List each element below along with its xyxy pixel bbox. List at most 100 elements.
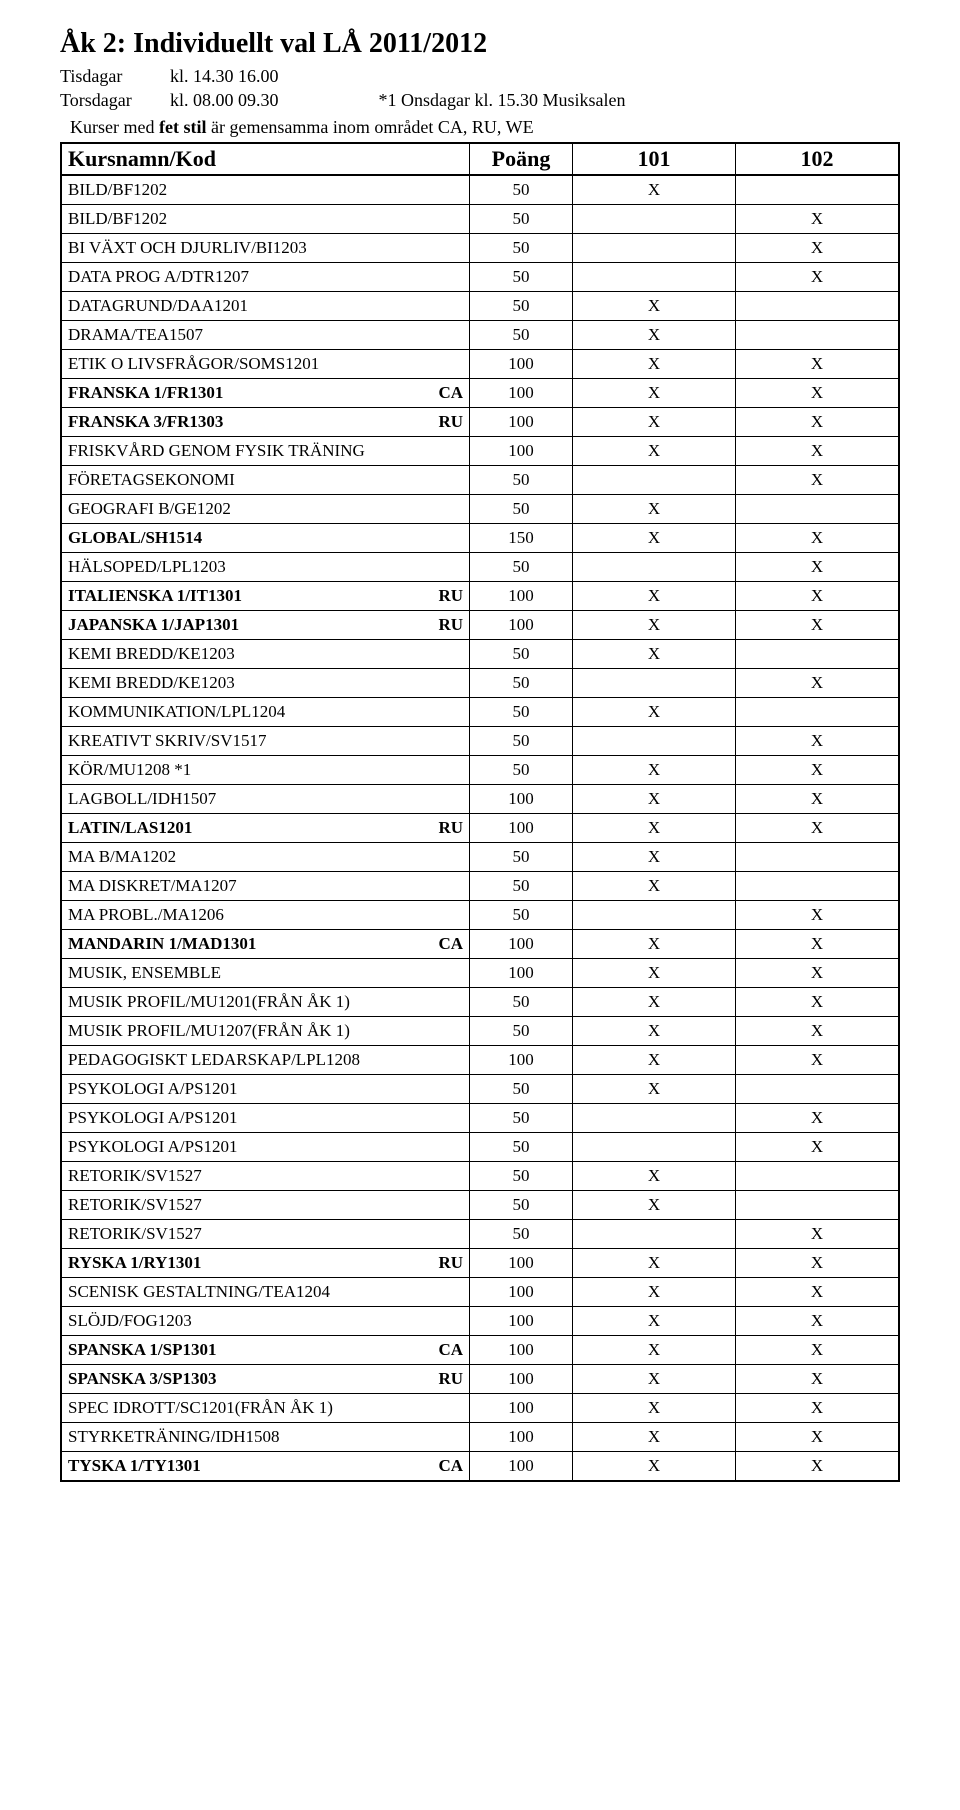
course-name-text: PEDAGOGISKT LEDARSKAP/LPL1208 bbox=[68, 1050, 360, 1069]
mark-101: X bbox=[573, 407, 736, 436]
course-points: 50 bbox=[470, 726, 573, 755]
subnote-bold: fet stil bbox=[159, 117, 206, 137]
course-points: 100 bbox=[470, 1248, 573, 1277]
mark-102: X bbox=[736, 755, 900, 784]
table-row: SCENISK GESTALTNING/TEA1204100XX bbox=[61, 1277, 899, 1306]
table-row: LAGBOLL/IDH1507100XX bbox=[61, 784, 899, 813]
course-points: 50 bbox=[470, 1074, 573, 1103]
header-kurs: Kursnamn/Kod bbox=[61, 143, 470, 175]
mark-101: X bbox=[573, 639, 736, 668]
course-name: SLÖJD/FOG1203 bbox=[61, 1306, 470, 1335]
table-row: DATA PROG A/DTR120750X bbox=[61, 262, 899, 291]
mark-102: X bbox=[736, 1277, 900, 1306]
course-name-text: SCENISK GESTALTNING/TEA1204 bbox=[68, 1282, 330, 1301]
course-name-text: KÖR/MU1208 *1 bbox=[68, 760, 191, 779]
course-points: 50 bbox=[470, 900, 573, 929]
course-name: MANDARIN 1/MAD1301CA bbox=[61, 929, 470, 958]
mark-101: X bbox=[573, 1074, 736, 1103]
mark-101 bbox=[573, 668, 736, 697]
course-name-text: RETORIK/SV1527 bbox=[68, 1195, 202, 1214]
course-name: LATIN/LAS1201RU bbox=[61, 813, 470, 842]
mark-101: X bbox=[573, 1277, 736, 1306]
course-name-text: MA PROBL./MA1206 bbox=[68, 905, 224, 924]
mark-101: X bbox=[573, 523, 736, 552]
schedule-day: Torsdagar bbox=[60, 88, 170, 112]
table-row: KÖR/MU1208 *150XX bbox=[61, 755, 899, 784]
table-row: MANDARIN 1/MAD1301CA100XX bbox=[61, 929, 899, 958]
course-name: BI VÄXT OCH DJURLIV/BI1203 bbox=[61, 233, 470, 262]
table-row: LATIN/LAS1201RU100XX bbox=[61, 813, 899, 842]
course-name: SPANSKA 3/SP1303 RU bbox=[61, 1364, 470, 1393]
mark-102: X bbox=[736, 1451, 900, 1481]
course-tag: RU bbox=[438, 412, 463, 432]
course-name: RETORIK/SV1527 bbox=[61, 1219, 470, 1248]
course-points: 100 bbox=[470, 1422, 573, 1451]
subnote-part: är gemensamma inom området CA, RU, WE bbox=[206, 117, 533, 137]
table-row: SLÖJD/FOG1203100XX bbox=[61, 1306, 899, 1335]
course-points: 50 bbox=[470, 465, 573, 494]
mark-101: X bbox=[573, 842, 736, 871]
mark-102: X bbox=[736, 233, 900, 262]
course-points: 100 bbox=[470, 784, 573, 813]
mark-101: X bbox=[573, 1190, 736, 1219]
course-name: GEOGRAFI B/GE1202 bbox=[61, 494, 470, 523]
course-name: MA B/MA1202 bbox=[61, 842, 470, 871]
mark-101: X bbox=[573, 1335, 736, 1364]
course-tag: CA bbox=[438, 1340, 463, 1360]
table-header-row: Kursnamn/Kod Poäng 101 102 bbox=[61, 143, 899, 175]
table-row: KEMI BREDD/KE120350X bbox=[61, 639, 899, 668]
mark-101: X bbox=[573, 581, 736, 610]
course-name: RETORIK/SV1527 bbox=[61, 1161, 470, 1190]
mark-101: X bbox=[573, 1161, 736, 1190]
schedule-time: kl. 08.00 09.30 bbox=[170, 88, 279, 112]
course-name: KEMI BREDD/KE1203 bbox=[61, 639, 470, 668]
course-name-text: RETORIK/SV1527 bbox=[68, 1166, 202, 1185]
course-tag: CA bbox=[438, 934, 463, 954]
mark-102 bbox=[736, 871, 900, 900]
course-name: PSYKOLOGI A/PS1201 bbox=[61, 1074, 470, 1103]
course-name: PSYKOLOGI A/PS1201 bbox=[61, 1132, 470, 1161]
course-points: 50 bbox=[470, 1219, 573, 1248]
mark-102 bbox=[736, 639, 900, 668]
course-name: KREATIVT SKRIV/SV1517 bbox=[61, 726, 470, 755]
course-points: 100 bbox=[470, 1335, 573, 1364]
course-points: 100 bbox=[470, 436, 573, 465]
mark-101: X bbox=[573, 291, 736, 320]
table-row: FRANSKA 3/FR1303RU100XX bbox=[61, 407, 899, 436]
mark-101 bbox=[573, 1132, 736, 1161]
mark-102: X bbox=[736, 552, 900, 581]
course-points: 50 bbox=[470, 262, 573, 291]
table-row: BILD/BF120250X bbox=[61, 204, 899, 233]
mark-101: X bbox=[573, 1364, 736, 1393]
course-name: FRANSKA 3/FR1303RU bbox=[61, 407, 470, 436]
mark-102: X bbox=[736, 1103, 900, 1132]
mark-101: X bbox=[573, 987, 736, 1016]
course-name: SPEC IDROTT/SC1201(FRÅN ÅK 1) bbox=[61, 1393, 470, 1422]
course-points: 50 bbox=[470, 639, 573, 668]
course-name: SPANSKA 1/SP1301CA bbox=[61, 1335, 470, 1364]
course-name-text: KEMI BREDD/KE1203 bbox=[68, 673, 235, 692]
course-name-text: SPANSKA 3/SP1303 bbox=[68, 1369, 216, 1388]
mark-102: X bbox=[736, 1045, 900, 1074]
course-tag: RU bbox=[438, 1369, 463, 1389]
course-points: 100 bbox=[470, 1306, 573, 1335]
course-points: 50 bbox=[470, 842, 573, 871]
mark-102: X bbox=[736, 523, 900, 552]
mark-102: X bbox=[736, 929, 900, 958]
mark-102: X bbox=[736, 958, 900, 987]
mark-101 bbox=[573, 465, 736, 494]
schedule-note: *1 Onsdagar kl. 15.30 Musiksalen bbox=[379, 88, 626, 112]
mark-102: X bbox=[736, 668, 900, 697]
mark-102: X bbox=[736, 813, 900, 842]
course-points: 50 bbox=[470, 233, 573, 262]
course-name: MA DISKRET/MA1207 bbox=[61, 871, 470, 900]
subnote-part: Kurser med bbox=[70, 117, 159, 137]
mark-101: X bbox=[573, 1422, 736, 1451]
course-name-text: HÄLSOPED/LPL1203 bbox=[68, 557, 226, 576]
mark-102: X bbox=[736, 1393, 900, 1422]
schedule-time: kl. 14.30 16.00 bbox=[170, 64, 279, 88]
course-name: DATAGRUND/DAA1201 bbox=[61, 291, 470, 320]
course-name-text: FRISKVÅRD GENOM FYSIK TRÄNING bbox=[68, 441, 365, 460]
course-name-text: PSYKOLOGI A/PS1201 bbox=[68, 1079, 238, 1098]
course-name: PEDAGOGISKT LEDARSKAP/LPL1208 bbox=[61, 1045, 470, 1074]
